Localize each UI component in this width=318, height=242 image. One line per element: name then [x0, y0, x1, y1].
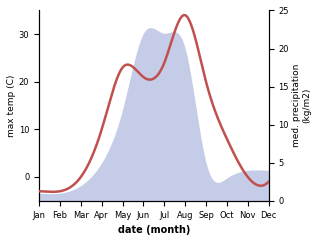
X-axis label: date (month): date (month) — [118, 225, 190, 235]
Y-axis label: max temp (C): max temp (C) — [7, 75, 16, 137]
Y-axis label: med. precipitation
(kg/m2): med. precipitation (kg/m2) — [292, 64, 311, 147]
